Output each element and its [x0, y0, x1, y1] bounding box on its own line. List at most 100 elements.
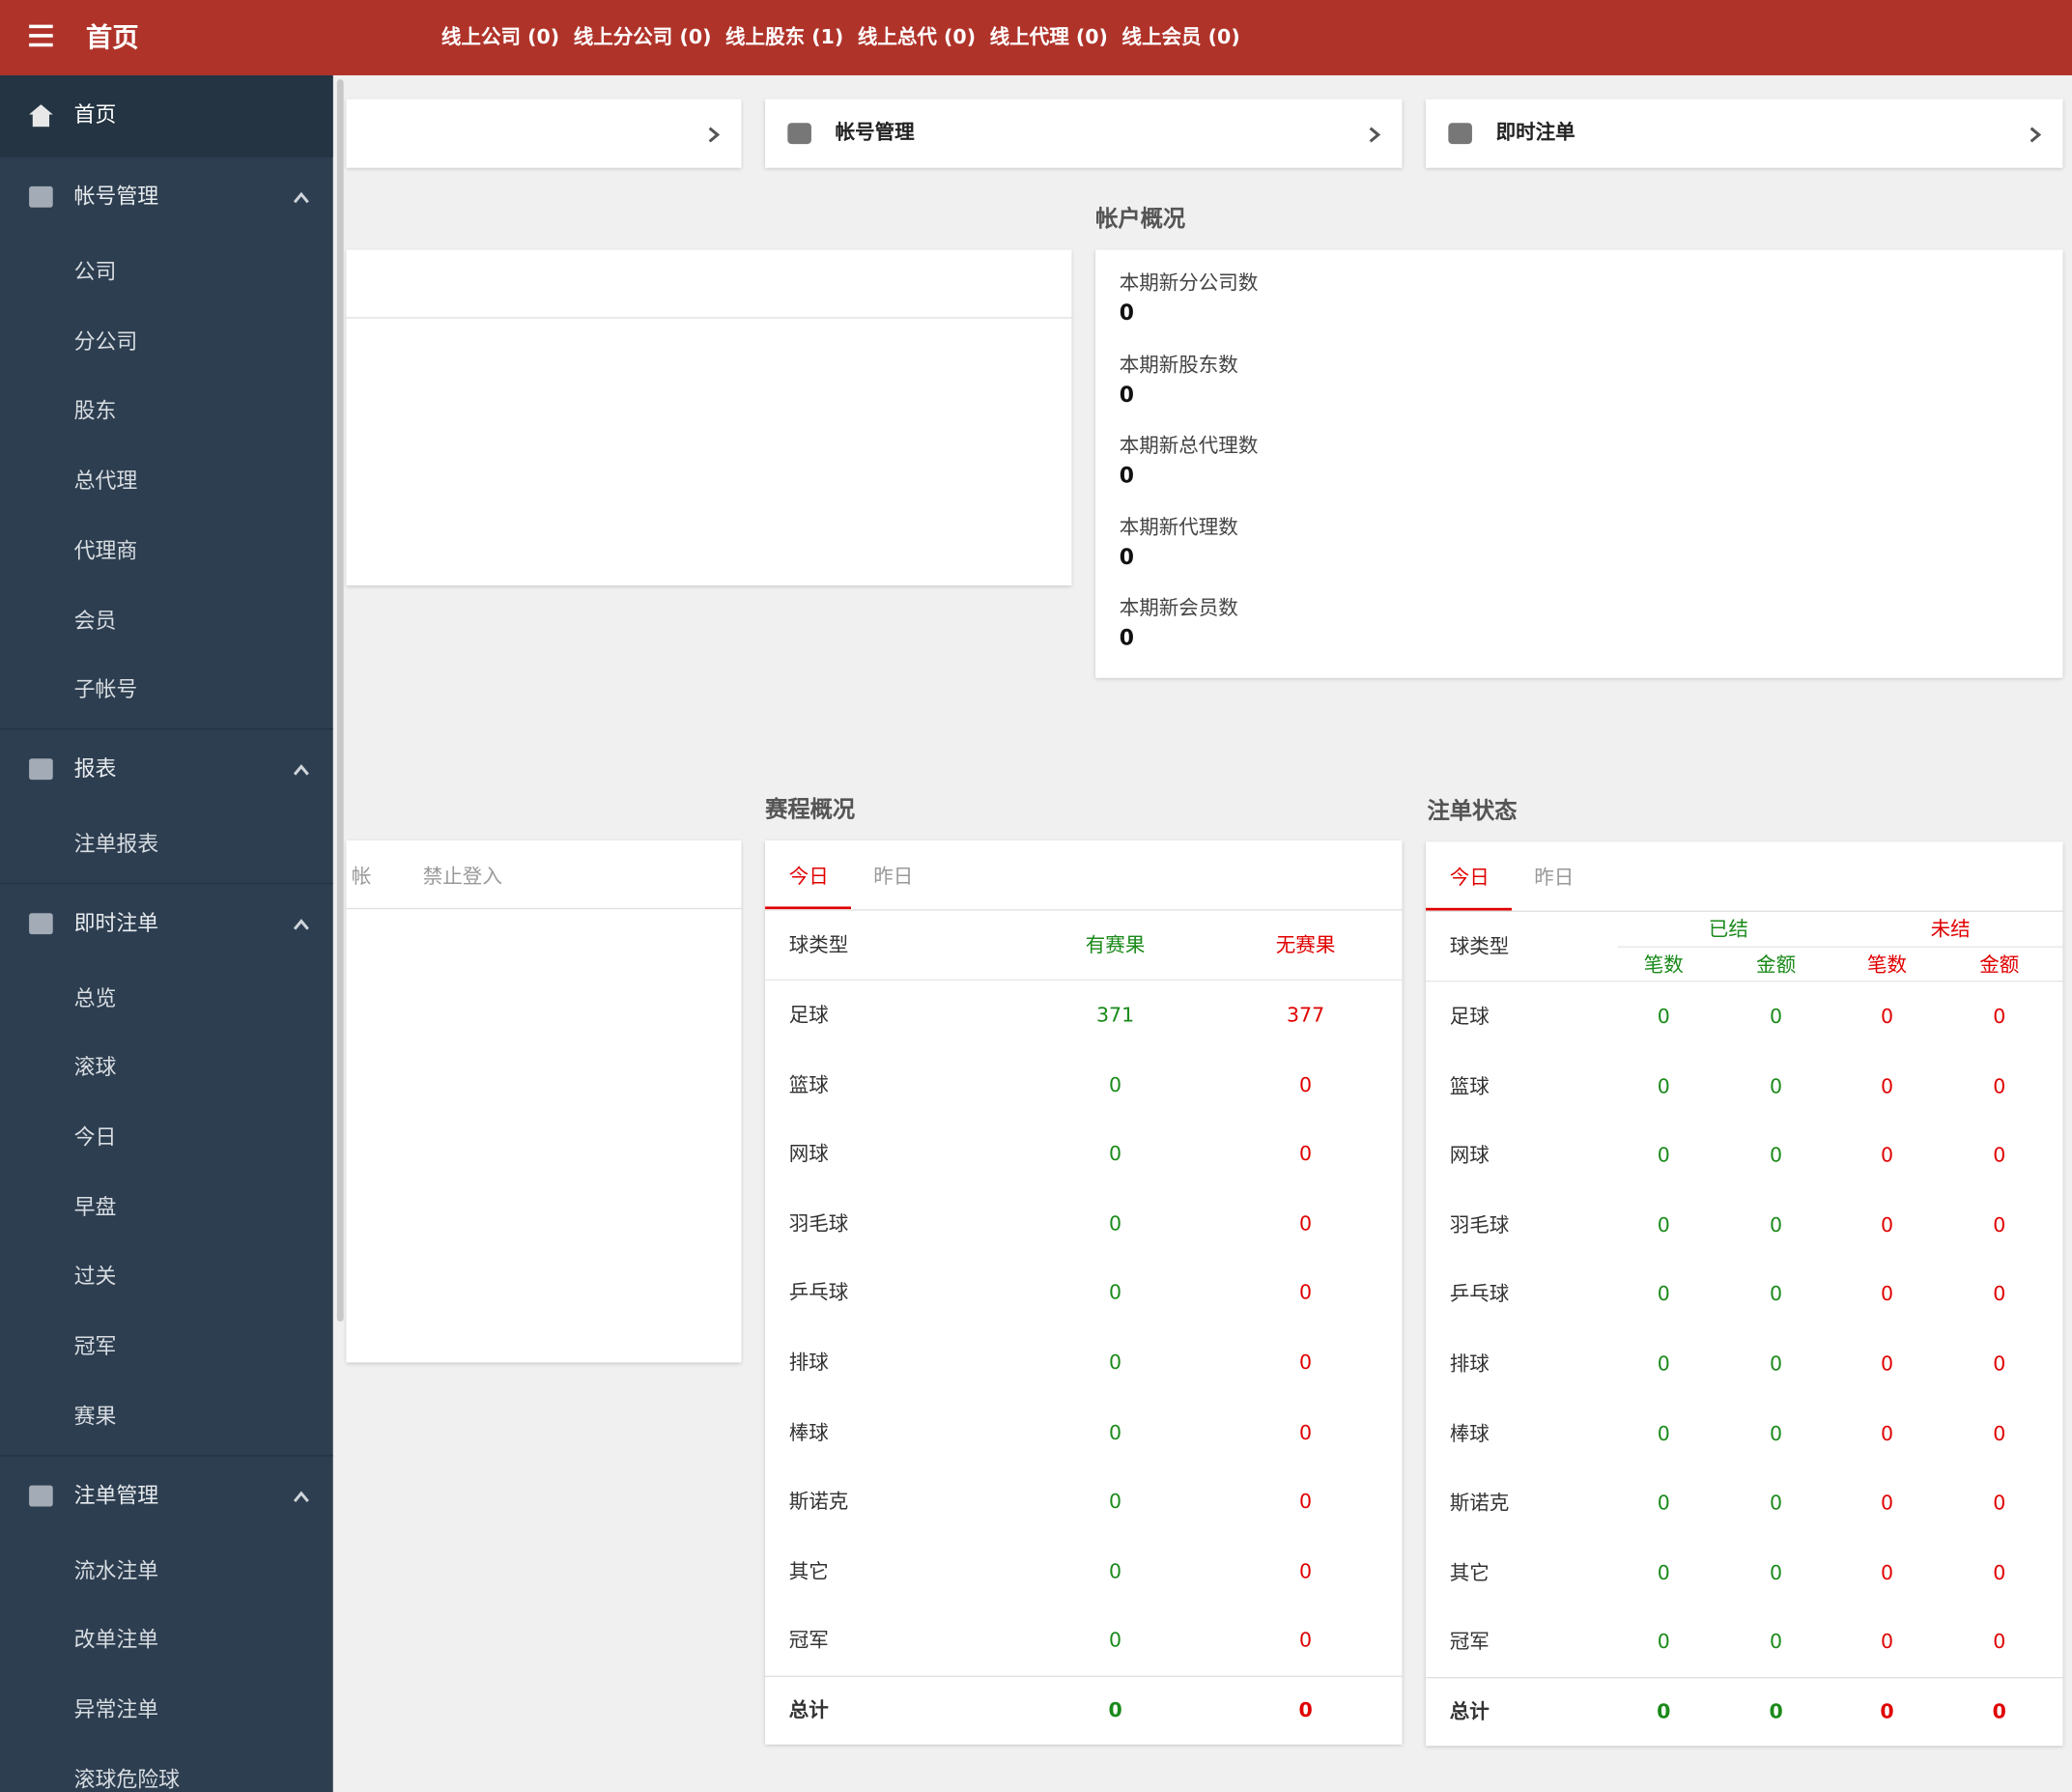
menu-group[interactable]: 即时注单 — [73, 909, 159, 935]
menu-item[interactable]: 滚球 — [73, 1055, 117, 1081]
menu-item[interactable]: 总览 — [73, 984, 117, 1010]
col-header: 金额 — [1756, 953, 1797, 977]
cell: 0 — [1299, 1558, 1313, 1583]
cell: 0 — [1299, 1211, 1313, 1236]
cell: 0 — [1770, 1212, 1783, 1237]
cell: 0 — [1657, 1282, 1670, 1307]
menu-item[interactable]: 总代理 — [73, 468, 138, 494]
menu-item[interactable]: 股东 — [73, 398, 117, 424]
stat-value: 0 — [1119, 625, 1134, 651]
cell: 0 — [1880, 1630, 1894, 1654]
row-label: 其它 — [1449, 1560, 1490, 1584]
menu-item[interactable]: 早盘 — [73, 1194, 117, 1220]
tab[interactable]: 昨日 — [1534, 866, 1575, 890]
menu-item[interactable]: 子帐号 — [73, 676, 138, 702]
menu-item[interactable]: 代理商 — [73, 537, 138, 563]
icon — [29, 104, 53, 128]
total-label: 总计 — [788, 1697, 829, 1722]
cell: 0 — [1299, 1489, 1313, 1514]
stat-label: 本期新股东数 — [1119, 352, 1238, 377]
stat-label: 本期新总代理数 — [1119, 433, 1259, 458]
tab[interactable]: 禁止登入 — [422, 864, 502, 889]
cell: 0 — [1880, 1699, 1894, 1723]
tab[interactable]: 今日 — [788, 864, 829, 889]
menu-item[interactable]: 注单报表 — [73, 831, 159, 857]
icon — [29, 185, 53, 208]
menu-item[interactable]: 改单注单 — [73, 1627, 159, 1653]
cell: 0 — [1657, 1212, 1670, 1237]
menu-group[interactable]: 注单管理 — [73, 1482, 159, 1508]
online-stat[interactable]: 线上代理 (0) — [989, 24, 1108, 49]
cell: 0 — [1880, 1212, 1894, 1237]
row-label: 斯诺克 — [1449, 1491, 1510, 1515]
divider — [765, 979, 1403, 981]
cell: 0 — [1299, 1420, 1313, 1444]
row-label: 羽毛球 — [788, 1211, 849, 1236]
online-stat[interactable]: 线上会员 (0) — [1121, 24, 1240, 49]
cell: 0 — [1657, 1004, 1670, 1029]
stat-value: 0 — [1119, 462, 1134, 488]
col-header: 笔数 — [1643, 953, 1684, 977]
cell: 0 — [1770, 1143, 1783, 1168]
col-header: 有赛果 — [1085, 932, 1146, 957]
chevron — [2026, 125, 2044, 143]
chevron — [1365, 125, 1383, 143]
menu-group[interactable]: 报表 — [73, 755, 117, 782]
menu-item[interactable]: 流水注单 — [73, 1557, 159, 1583]
cell: 0 — [1299, 1281, 1313, 1305]
quick-link[interactable]: 即时注单 — [1495, 120, 1575, 145]
online-stat[interactable]: 线上公司 (0) — [440, 24, 560, 49]
cell: 0 — [1880, 1421, 1894, 1446]
stat-label: 本期新会员数 — [1119, 595, 1238, 620]
cell: 0 — [1299, 1628, 1313, 1653]
cell: 0 — [1880, 1560, 1894, 1584]
row-label: 羽毛球 — [1449, 1212, 1510, 1237]
online-stat[interactable]: 线上分公司 (0) — [573, 24, 712, 49]
cell: 371 — [1095, 1003, 1135, 1027]
menu-group[interactable]: 帐号管理 — [73, 184, 159, 210]
cell: 0 — [1880, 1143, 1894, 1168]
stat-value: 0 — [1119, 543, 1134, 569]
divider — [1426, 1676, 2063, 1679]
divider — [0, 727, 333, 729]
divider — [346, 317, 1072, 319]
row-label: 其它 — [788, 1558, 829, 1583]
menu-button[interactable] — [26, 21, 55, 50]
cell: 0 — [1109, 1281, 1122, 1305]
menu-item[interactable]: 过关 — [73, 1264, 117, 1290]
card — [346, 840, 742, 1363]
cell: 0 — [1770, 1351, 1783, 1377]
col-header: 笔数 — [1866, 953, 1908, 977]
col-header: 无赛果 — [1275, 932, 1336, 957]
menu-item[interactable]: 滚球危险球 — [73, 1766, 181, 1792]
cell: 0 — [1109, 1351, 1122, 1375]
cell: 0 — [1993, 1004, 2006, 1029]
divider — [1426, 910, 2063, 912]
divider — [0, 882, 333, 884]
menu-item[interactable]: 今日 — [73, 1124, 117, 1151]
quick-link[interactable]: 帐号管理 — [835, 120, 915, 145]
online-stat[interactable]: 线上总代 (0) — [857, 24, 977, 49]
tab[interactable]: 昨日 — [873, 864, 914, 889]
menu-item[interactable]: 首页 — [73, 101, 117, 128]
row-label: 网球 — [788, 1142, 829, 1166]
menu-item[interactable]: 赛果 — [73, 1403, 117, 1429]
cell: 0 — [1993, 1143, 2006, 1168]
cell: 0 — [1993, 1491, 2006, 1515]
tab[interactable]: 今日 — [1449, 866, 1490, 890]
cell: 0 — [1993, 1351, 2006, 1377]
chevron — [292, 187, 310, 206]
menu-item[interactable]: 冠军 — [73, 1333, 117, 1359]
online-stat[interactable]: 线上股东 (1) — [725, 24, 844, 49]
menu-item[interactable]: 公司 — [73, 259, 117, 285]
menu-item[interactable]: 分公司 — [73, 328, 138, 355]
cell: 377 — [1286, 1003, 1325, 1027]
menu-item[interactable]: 异常注单 — [73, 1696, 159, 1722]
menu-item[interactable]: 会员 — [73, 607, 117, 633]
cell: 0 — [1109, 1211, 1122, 1236]
cell: 0 — [1993, 1212, 2006, 1237]
cell: 0 — [1993, 1560, 2006, 1584]
tab[interactable]: 帐 — [351, 864, 372, 889]
menu-item-active — [0, 74, 333, 156]
